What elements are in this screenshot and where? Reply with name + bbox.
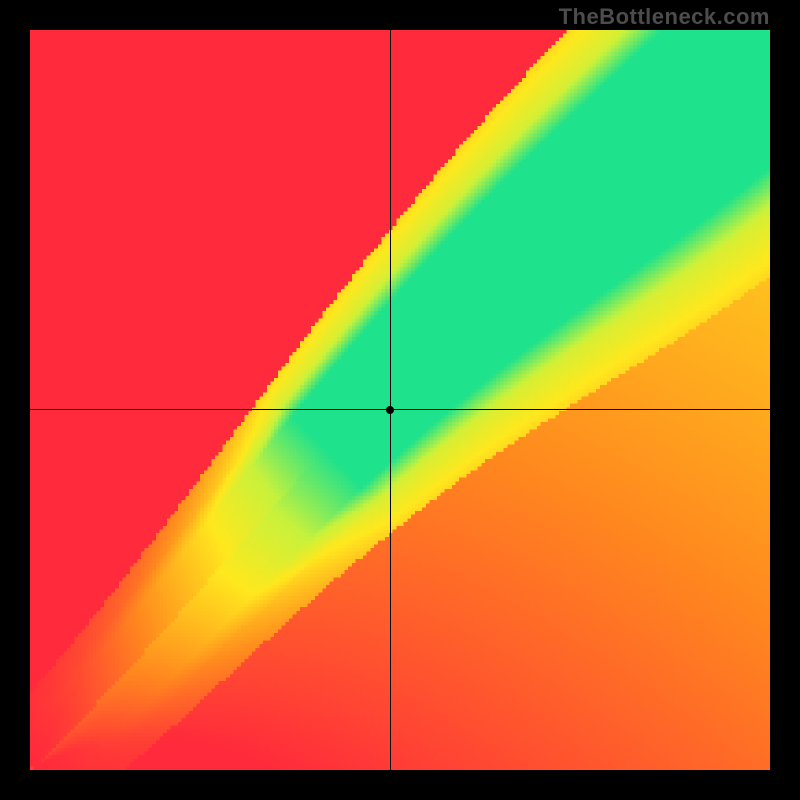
plot-area xyxy=(30,30,770,770)
crosshair-vertical xyxy=(390,30,392,770)
watermark-label: TheBottleneck.com xyxy=(559,4,770,30)
crosshair-horizontal xyxy=(30,409,770,411)
heatmap-canvas xyxy=(30,30,770,770)
crosshair-dot xyxy=(386,406,394,414)
chart-frame: TheBottleneck.com xyxy=(0,0,800,800)
